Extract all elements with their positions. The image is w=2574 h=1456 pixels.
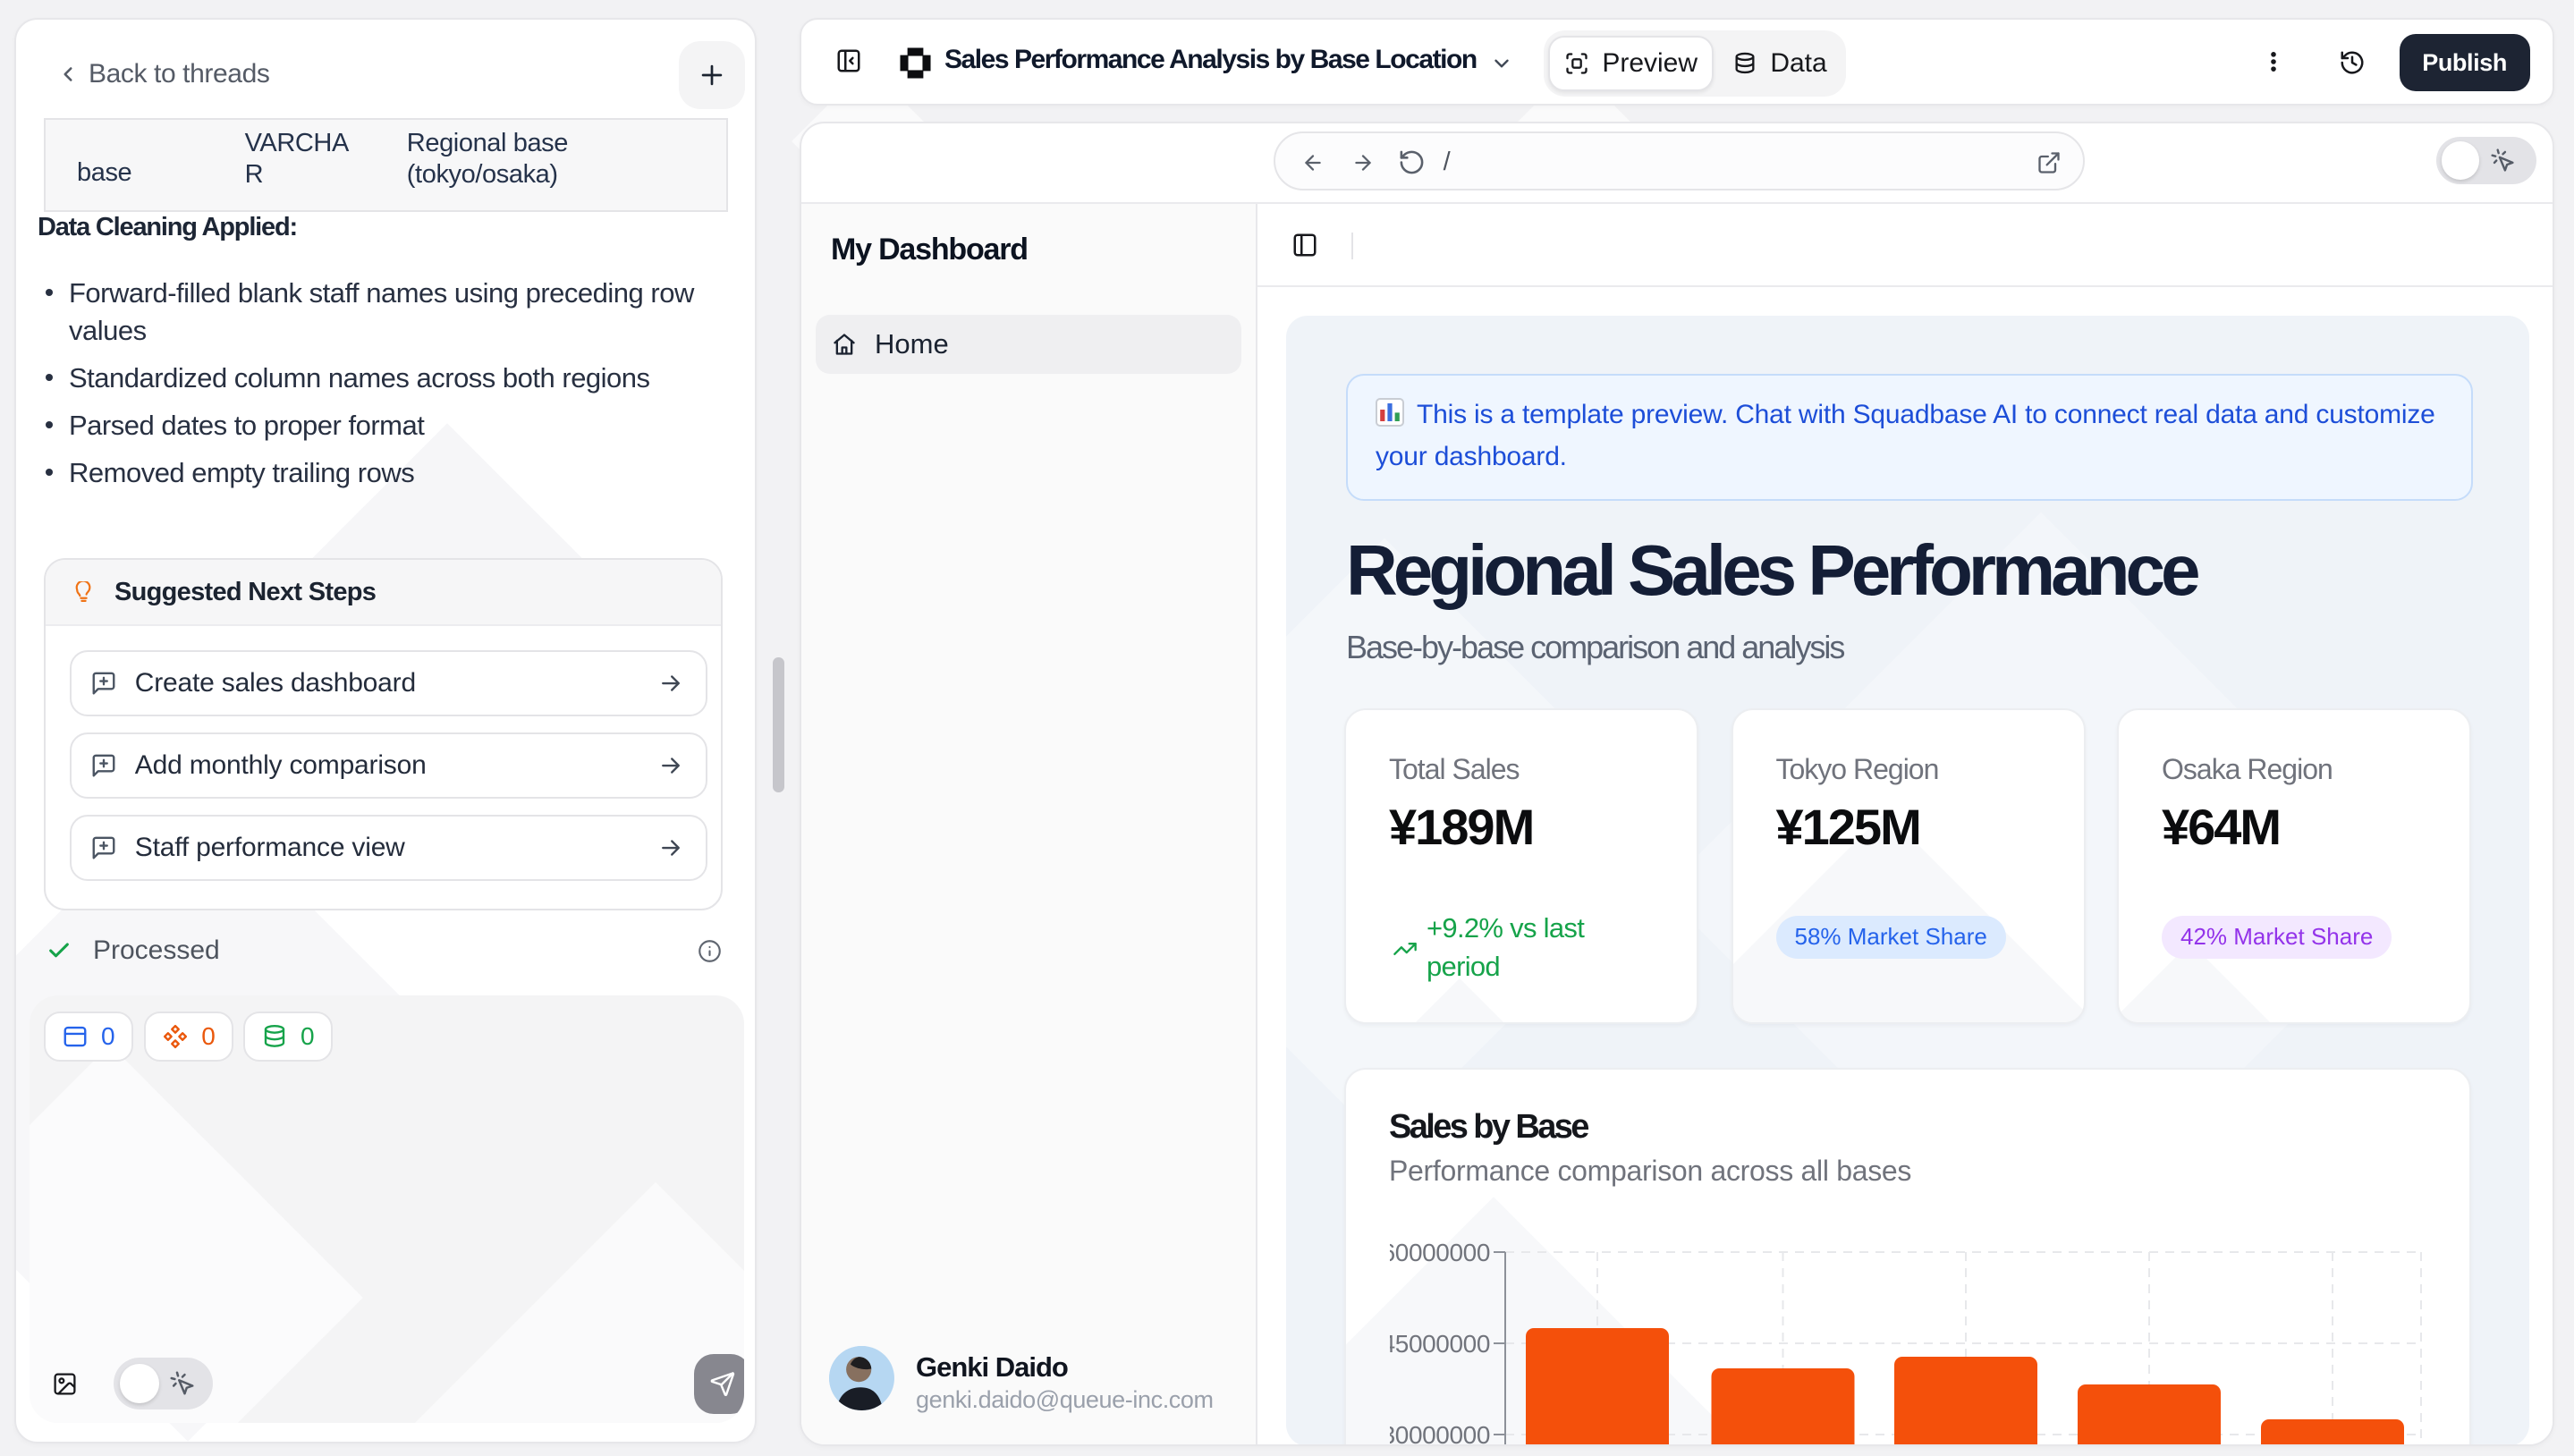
- svg-text:60000000: 60000000: [1390, 1239, 1490, 1266]
- svg-text:30000000: 30000000: [1390, 1421, 1490, 1446]
- svg-text:45000000: 45000000: [1390, 1330, 1490, 1358]
